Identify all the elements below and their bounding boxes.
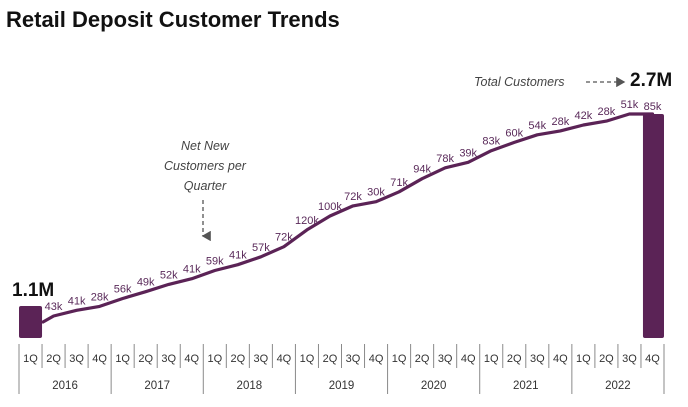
net-new-label: 56k bbox=[114, 284, 132, 296]
end-bar-label: 2.7M bbox=[630, 70, 672, 91]
quarter-tick-label: 4Q bbox=[184, 353, 199, 365]
series-line-group bbox=[41, 112, 655, 324]
quarter-tick-label: 2Q bbox=[507, 353, 522, 365]
year-tick-label: 2019 bbox=[329, 380, 355, 392]
quarter-tick-label: 3Q bbox=[161, 353, 176, 365]
quarter-tick-label: 4Q bbox=[461, 353, 476, 365]
net-new-label: 41k bbox=[68, 295, 86, 307]
net-new-label: 51k bbox=[621, 99, 639, 111]
quarter-tick-label: 3Q bbox=[254, 353, 269, 365]
net-new-annotation-line1: Net New bbox=[181, 139, 230, 153]
net-new-label: 83k bbox=[482, 136, 500, 148]
quarter-tick-label: 1Q bbox=[300, 353, 315, 365]
net-new-label-final: 85k bbox=[644, 101, 662, 113]
net-new-label: 78k bbox=[436, 153, 454, 165]
net-new-label: 30k bbox=[367, 187, 385, 199]
net-new-label: 72k bbox=[344, 191, 362, 203]
quarter-tick-label: 3Q bbox=[622, 353, 637, 365]
net-new-annotation-line3: Quarter bbox=[184, 179, 227, 193]
start-bar bbox=[19, 306, 43, 338]
net-new-label: 49k bbox=[137, 277, 155, 289]
quarter-tick-label: 2Q bbox=[599, 353, 614, 365]
quarter-tick-label: 3Q bbox=[69, 353, 84, 365]
year-tick-label: 2018 bbox=[237, 380, 263, 392]
year-tick-label: 2020 bbox=[421, 380, 447, 392]
net-new-label: 71k bbox=[390, 177, 408, 189]
quarter-tick-label: 4Q bbox=[645, 353, 660, 365]
net-new-label: 41k bbox=[229, 250, 247, 262]
quarter-tick-label: 2Q bbox=[323, 353, 338, 365]
quarter-tick-label: 4Q bbox=[277, 353, 292, 365]
quarter-tick-label: 1Q bbox=[392, 353, 407, 365]
quarter-tick-label: 2Q bbox=[46, 353, 61, 365]
net-new-label: 41k bbox=[183, 264, 201, 276]
net-new-label: 60k bbox=[505, 127, 523, 139]
net-new-label: 43k bbox=[45, 301, 63, 313]
quarter-tick-label: 2Q bbox=[138, 353, 153, 365]
year-tick-label: 2017 bbox=[144, 380, 170, 392]
net-new-label: 54k bbox=[528, 120, 546, 132]
chart-title: Retail Deposit Customer Trends bbox=[6, 7, 340, 32]
net-new-label: 42k bbox=[575, 110, 593, 122]
quarter-tick-label: 1Q bbox=[207, 353, 222, 365]
net-new-label: 72k bbox=[275, 232, 293, 244]
net-new-label: 100k bbox=[318, 201, 342, 213]
year-tick-label: 2022 bbox=[605, 380, 631, 392]
total-customers-annotation: Total Customers bbox=[474, 75, 565, 89]
quarter-tick-label: 3Q bbox=[346, 353, 361, 365]
year-tick-label: 2021 bbox=[513, 380, 539, 392]
quarter-tick-label: 2Q bbox=[230, 353, 245, 365]
net-new-label: 59k bbox=[206, 256, 224, 268]
quarter-tick-label: 2Q bbox=[415, 353, 430, 365]
quarter-tick-label: 4Q bbox=[92, 353, 107, 365]
total-customers-line bbox=[41, 112, 655, 324]
quarter-tick-label: 3Q bbox=[438, 353, 453, 365]
quarter-tick-label: 1Q bbox=[576, 353, 591, 365]
year-tick-label: 2016 bbox=[52, 380, 78, 392]
net-new-label: 39k bbox=[459, 147, 477, 159]
start-bar-label: 1.1M bbox=[12, 280, 54, 301]
net-new-label: 57k bbox=[252, 242, 270, 254]
net-new-annotation-line2: Customers per bbox=[164, 159, 247, 173]
x-axis: 1Q 2Q 3Q 4Q 1Q 2Q 3Q 4Q 1Q 2Q 3Q 4Q 1Q 2Q 3Q 4Q 1Q 2Q 3Q 4Q… bbox=[18, 344, 665, 394]
net-new-label: 28k bbox=[91, 291, 109, 303]
quarter-tick-label: 1Q bbox=[484, 353, 499, 365]
net-new-label: 94k bbox=[413, 164, 431, 176]
quarter-tick-label: 3Q bbox=[530, 353, 545, 365]
net-new-label: 28k bbox=[551, 116, 569, 128]
quarter-tick-label: 4Q bbox=[369, 353, 384, 365]
net-new-label: 28k bbox=[598, 106, 616, 118]
quarter-tick-label: 1Q bbox=[23, 353, 38, 365]
end-bar bbox=[642, 114, 664, 338]
net-new-label: 52k bbox=[160, 269, 178, 281]
net-new-label: 120k bbox=[295, 215, 319, 227]
quarter-tick-label: 1Q bbox=[115, 353, 130, 365]
quarter-tick-label: 4Q bbox=[553, 353, 568, 365]
